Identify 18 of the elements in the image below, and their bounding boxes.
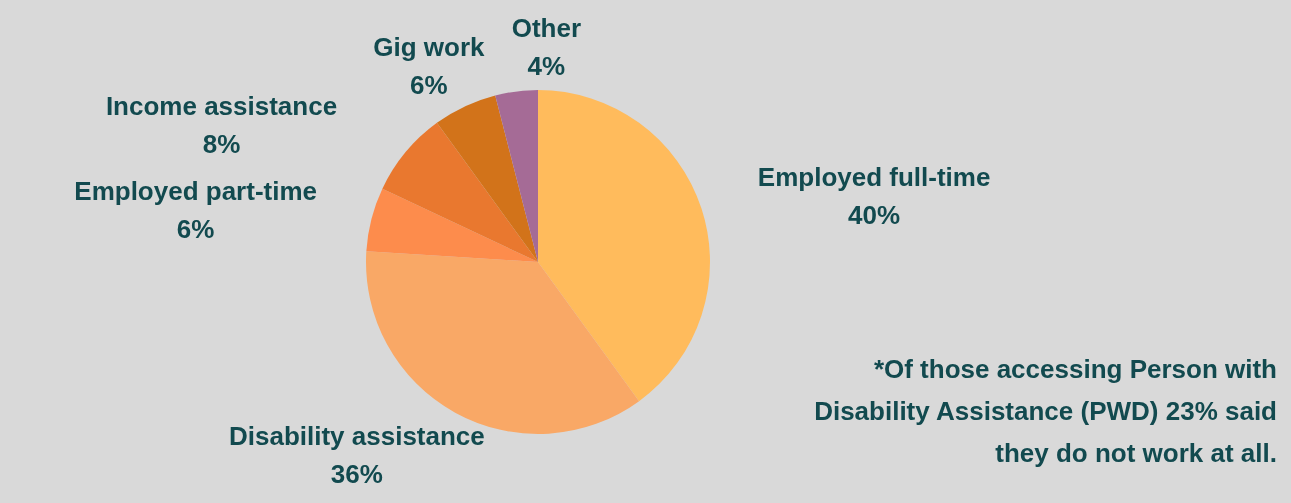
slice-label: Other <box>511 13 582 44</box>
data-label: 40% <box>848 200 901 231</box>
data-label: 8% <box>202 128 241 159</box>
slice-label: Disability assistance <box>228 421 485 452</box>
pie-slice <box>366 188 538 262</box>
text: *Of those accessing Person with Disability Assistance (PWD) 23% said they do not work at all. <box>814 354 1277 468</box>
data-label: 6% <box>176 213 215 244</box>
pie-slice <box>382 122 538 262</box>
slice-label: Gig work <box>373 32 486 63</box>
pie-slice <box>538 90 710 402</box>
slice-label: Income assistance <box>105 90 338 121</box>
slice-label: Employed full-time <box>757 162 991 193</box>
pie-slice <box>436 95 538 262</box>
slice-label: Employed part-time <box>74 175 318 206</box>
data-label: 6% <box>410 70 448 101</box>
pie-slice <box>495 90 538 262</box>
data-label: 36% <box>330 459 383 490</box>
data-label: 4% <box>527 51 566 82</box>
